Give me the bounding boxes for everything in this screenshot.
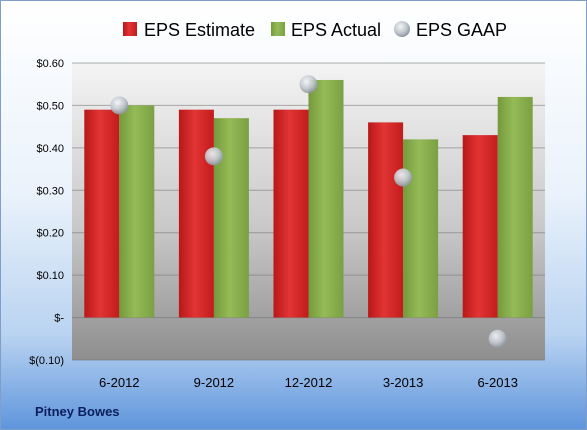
bar-actual-6-2013: [497, 96, 533, 318]
legend-swatch-actual: [271, 22, 285, 36]
legend-swatch-estimate: [123, 22, 137, 36]
x-axis-labels: 6-2012 9-2012 12-2012 3-2013 6-2013: [99, 375, 518, 390]
legend-label-actual: EPS Actual: [291, 20, 381, 40]
y-tick-label: $(0.10): [29, 355, 64, 367]
legend-label-estimate: EPS Estimate: [144, 20, 255, 40]
y-tick-label: $0.10: [36, 270, 64, 282]
bar-estimate-6-2012: [84, 109, 120, 318]
bar-estimate-12-2012: [273, 109, 309, 318]
gaap-marker-6-2013: [488, 329, 507, 348]
bar-estimate-9-2012: [178, 109, 214, 318]
y-tick-label: $0.20: [36, 228, 64, 240]
gaap-marker-6-2012: [110, 96, 129, 115]
bar-estimate-3-2013: [368, 122, 404, 318]
footer-company-name: Pitney Bowes: [35, 404, 120, 419]
bar-actual-9-2012: [213, 118, 249, 318]
x-tick-label: 6-2012: [99, 375, 139, 390]
gaap-marker-3-2013: [394, 168, 413, 187]
bars: [84, 79, 533, 318]
x-tick-label: 12-2012: [285, 375, 333, 390]
gaap-markers: [110, 75, 507, 348]
gaap-marker-12-2012: [299, 75, 318, 94]
bar-estimate-6-2013: [462, 135, 498, 318]
x-tick-label: 9-2012: [194, 375, 234, 390]
x-tick-label: 6-2013: [477, 375, 517, 390]
gaap-marker-9-2012: [204, 147, 223, 166]
y-tick-label: $-: [54, 313, 64, 325]
y-tick-label: $0.40: [36, 143, 64, 155]
legend-label-gaap: EPS GAAP: [416, 20, 507, 40]
y-tick-label: $0.60: [36, 58, 64, 70]
y-axis-labels: $0.60 $0.50 $0.40 $0.30 $0.20 $0.10 $- $(0.10): [29, 58, 64, 367]
bar-actual-12-2012: [308, 79, 344, 318]
legend-swatch-gaap: [394, 21, 410, 37]
y-tick-label: $0.30: [36, 185, 64, 197]
bar-actual-3-2013: [403, 139, 439, 318]
y-tick-label: $0.50: [36, 100, 64, 112]
legend: EPS Estimate EPS Actual EPS GAAP: [123, 20, 507, 40]
bar-actual-6-2012: [119, 105, 155, 318]
x-tick-label: 3-2013: [383, 375, 423, 390]
